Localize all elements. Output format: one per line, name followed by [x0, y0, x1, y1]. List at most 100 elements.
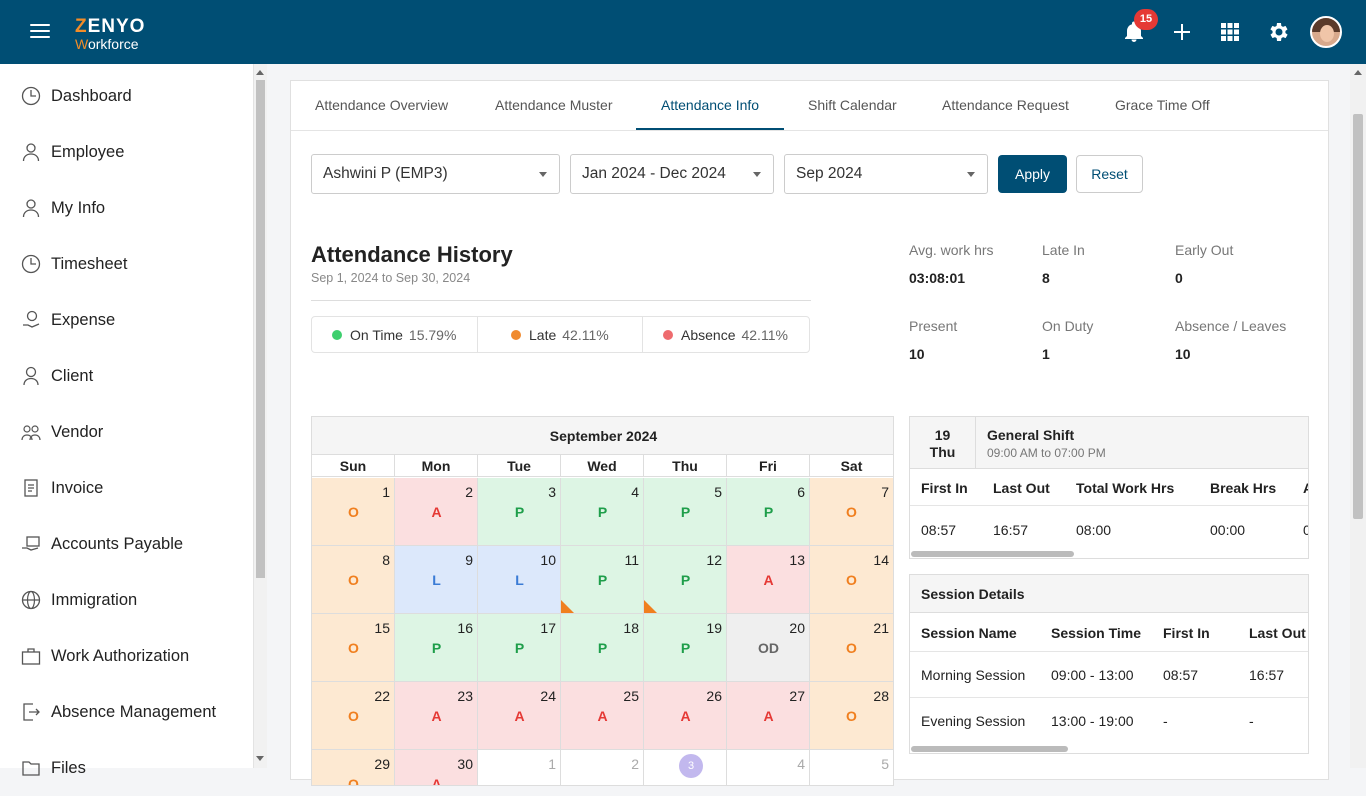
calendar-day[interactable]: 2	[561, 750, 644, 785]
sidebar-item-client[interactable]: Client	[0, 348, 254, 404]
day-number: 15	[374, 620, 390, 636]
sidebar-item-employee[interactable]: Employee	[0, 124, 254, 180]
day-status: P	[597, 504, 608, 520]
column-header: Last Out	[993, 480, 1050, 496]
sidebar-item-dashboard[interactable]: Dashboard	[0, 68, 254, 124]
day-number: 22	[374, 688, 390, 704]
stat-label: Absence / Leaves	[1175, 318, 1287, 334]
calendar-day[interactable]: 5	[810, 750, 893, 785]
calendar-day[interactable]: 14 O	[810, 546, 893, 614]
sidebar-item-expense[interactable]: Expense	[0, 292, 254, 348]
table-cell: 16:57	[993, 522, 1029, 538]
tab-attendance-overview[interactable]: Attendance Overview	[315, 97, 449, 113]
apply-button[interactable]: Apply	[998, 155, 1067, 193]
sidebar-scroll-thumb[interactable]	[256, 80, 265, 578]
calendar-day[interactable]: 4	[727, 750, 810, 785]
calendar-day[interactable]: 28 O	[810, 682, 893, 750]
calendar-day[interactable]: 26 A	[644, 682, 727, 750]
calendar-day[interactable]: 19 P	[644, 614, 727, 682]
apps-grid-icon[interactable]	[1218, 20, 1242, 44]
page-scrollbar[interactable]	[1350, 64, 1366, 768]
stat-value: 10	[909, 346, 925, 362]
calendar-day[interactable]: 30 A	[395, 750, 478, 785]
table-cell: Morning Session	[921, 667, 1026, 683]
tab-attendance-muster[interactable]: Attendance Muster	[495, 97, 613, 113]
tab-attendance-info[interactable]: Attendance Info	[661, 97, 760, 113]
sidebar-item-accounts-payable[interactable]: Accounts Payable	[0, 516, 254, 572]
table-cell: 09:00 - 13:00	[1051, 667, 1134, 683]
day-status: A	[431, 708, 442, 724]
divider	[311, 300, 811, 301]
day-number: 2	[631, 756, 639, 772]
late-dot-icon	[511, 329, 521, 340]
sidebar-item-invoice[interactable]: Invoice	[0, 460, 254, 516]
reset-button[interactable]: Reset	[1076, 155, 1143, 193]
employee-select[interactable]: Ashwini P (EMP3)	[311, 154, 560, 194]
table-cell: 08:00	[1076, 522, 1112, 538]
day-number: 6	[797, 484, 805, 500]
calendar-day[interactable]: 22 O	[312, 682, 395, 750]
calendar-day[interactable]: 13 A	[727, 546, 810, 614]
calendar-day[interactable]: 20 OD	[727, 614, 810, 682]
legend-absence: Absence 42.11%	[663, 317, 788, 352]
calendar-day[interactable]: 17 P	[478, 614, 561, 682]
calendar-day[interactable]: 21 O	[810, 614, 893, 682]
late-flag-icon	[644, 600, 657, 613]
calendar-day[interactable]: 18 P	[561, 614, 644, 682]
attendance-legend: On Time 15.79% Late 42.11% Absence 42.11…	[311, 316, 810, 353]
shift-name: General Shift	[987, 427, 1075, 443]
menu-icon[interactable]	[30, 24, 50, 40]
month-select[interactable]: Sep 2024	[784, 154, 988, 194]
on-time-dot-icon	[332, 329, 342, 340]
session-table-scrollbar[interactable]	[911, 746, 1068, 752]
calendar-day[interactable]: 3	[644, 750, 727, 785]
day-number: 30	[457, 756, 473, 772]
tab-grace-time-off[interactable]: Grace Time Off	[1115, 97, 1210, 113]
sidebar-item-absence-management[interactable]: Absence Management	[0, 684, 254, 740]
sidebar-item-files[interactable]: Files	[0, 740, 254, 796]
calendar-day[interactable]: 29 O	[312, 750, 395, 785]
sidebar-item-timesheet[interactable]: Timesheet	[0, 236, 254, 292]
calendar-day[interactable]: 27 A	[727, 682, 810, 750]
sidebar-scrollbar[interactable]	[254, 64, 267, 768]
tab-shift-calendar[interactable]: Shift Calendar	[808, 97, 897, 113]
calendar-day[interactable]: 12 P	[644, 546, 727, 614]
day-number: 5	[881, 756, 889, 772]
calendar-day[interactable]: 23 A	[395, 682, 478, 750]
user-avatar[interactable]	[1310, 16, 1342, 48]
chevron-down-icon	[967, 172, 975, 177]
add-icon[interactable]	[1170, 20, 1194, 44]
sidebar-item-immigration[interactable]: Immigration	[0, 572, 254, 628]
calendar-day[interactable]: 11 P	[561, 546, 644, 614]
calendar-day[interactable]: 15 O	[312, 614, 395, 682]
app-logo[interactable]: ZENYO Workforce	[75, 16, 146, 52]
day-number: 7	[881, 484, 889, 500]
day-status: L	[515, 572, 524, 588]
clock-icon	[21, 254, 41, 274]
period-select[interactable]: Jan 2024 - Dec 2024	[570, 154, 774, 194]
settings-gear-icon[interactable]	[1266, 20, 1290, 44]
calendar-day[interactable]: 16 P	[395, 614, 478, 682]
day-number: 1	[548, 756, 556, 772]
sidebar-item-vendor[interactable]: Vendor	[0, 404, 254, 460]
sidebar-item-my-info[interactable]: My Info	[0, 180, 254, 236]
page-scroll-thumb[interactable]	[1353, 114, 1363, 519]
calendar-day[interactable]: 24 A	[478, 682, 561, 750]
tab-attendance-request[interactable]: Attendance Request	[942, 97, 1069, 113]
sidebar-item-work-authorization[interactable]: Work Authorization	[0, 628, 254, 684]
shift-table-scrollbar[interactable]	[911, 551, 1074, 557]
day-number: 16	[457, 620, 473, 636]
calendar-day[interactable]: 25 A	[561, 682, 644, 750]
calendar-day[interactable]: 1	[478, 750, 561, 785]
calendar-day[interactable]: 10 L	[478, 546, 561, 614]
day-status: A	[597, 708, 608, 724]
